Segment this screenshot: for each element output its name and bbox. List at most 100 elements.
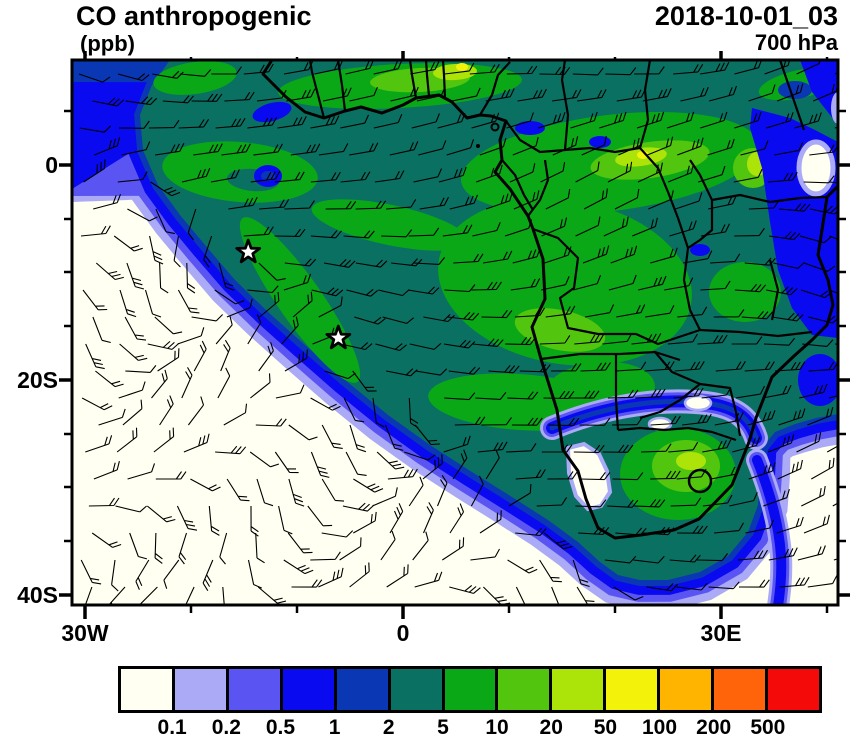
wind-barb <box>576 586 597 605</box>
wind-barb <box>683 250 713 264</box>
wind-barb <box>485 191 513 210</box>
wind-barb <box>829 289 838 295</box>
wind-barb <box>545 305 576 318</box>
wind-barb <box>536 497 568 507</box>
wind-barb <box>796 60 821 75</box>
wind-barb <box>416 87 446 102</box>
country-border <box>617 426 737 442</box>
wind-barb <box>715 361 746 372</box>
wind-barb <box>779 576 810 588</box>
wind-barb <box>191 314 223 322</box>
wind-barb <box>807 406 834 426</box>
country-border <box>638 60 652 149</box>
wind-barb <box>219 532 228 565</box>
wind-barb <box>610 245 638 264</box>
concentration-patch <box>637 151 649 159</box>
wind-barb <box>616 304 646 318</box>
wind-barb <box>471 281 502 291</box>
sa-plume <box>676 452 706 470</box>
wind-barb <box>372 397 385 428</box>
wind-barb <box>607 161 633 183</box>
wind-barb <box>766 112 794 129</box>
wind-barb <box>483 250 513 264</box>
wind-barb <box>680 86 709 102</box>
wind-barb <box>674 361 705 372</box>
wind-barb <box>422 454 443 480</box>
wind-barb <box>707 138 735 156</box>
wind-barb <box>776 516 804 534</box>
wind-barb <box>443 435 471 453</box>
wind-barb <box>150 181 181 197</box>
country-border <box>441 60 447 99</box>
wind-barb <box>832 502 838 507</box>
wind-barb <box>93 460 120 480</box>
wind-barb <box>767 434 795 453</box>
wind-barb <box>550 363 582 372</box>
wind-barb <box>250 505 259 537</box>
wind-barb <box>700 111 728 129</box>
wind-barb <box>505 336 537 346</box>
wind-barb <box>701 386 732 399</box>
wind-barb <box>211 66 242 75</box>
wind-barb <box>220 339 231 372</box>
colorbar-cell <box>228 669 283 710</box>
wind-barb <box>307 505 333 527</box>
colorbar <box>118 666 822 713</box>
wind-barb <box>81 397 113 411</box>
wind-barb <box>323 259 356 268</box>
wind-barb <box>745 519 775 534</box>
wind-barb <box>616 361 647 372</box>
wind-barb <box>667 163 695 183</box>
wind-barb <box>829 181 838 184</box>
wind-barb <box>481 417 512 426</box>
x-axis-label: 30E <box>701 620 742 646</box>
wind-barb <box>644 361 675 372</box>
wind-barb <box>510 278 541 291</box>
wind-barb <box>436 475 448 507</box>
wind-barb <box>173 235 181 268</box>
wind-barb <box>127 208 158 222</box>
wind-barb <box>410 61 440 75</box>
station-marker-star <box>235 238 262 264</box>
wind-barb <box>572 67 604 76</box>
wind-barb <box>92 316 111 344</box>
wind-barb <box>374 170 405 183</box>
colorbar-tick-label: 50 <box>593 716 618 739</box>
wind-barb <box>515 527 547 537</box>
wind-barb <box>257 586 287 604</box>
wind-barb <box>668 441 699 453</box>
wind-barb <box>345 451 367 476</box>
wind-barb <box>650 415 681 426</box>
wind-barb <box>185 586 195 605</box>
wind-barb <box>504 219 533 237</box>
country-border <box>540 350 681 362</box>
wind-barb <box>444 392 476 401</box>
wind-barb <box>423 314 455 323</box>
y-axis-label: 40S <box>17 582 58 608</box>
wind-barb <box>93 194 122 210</box>
wind-barb <box>243 63 274 75</box>
wind-barb <box>775 361 806 372</box>
wind-barb <box>603 216 629 237</box>
wind-barb <box>583 188 608 210</box>
wind-barb <box>573 444 605 453</box>
wind-barb <box>80 225 111 237</box>
wind-barb <box>605 67 637 76</box>
wind-barb <box>807 575 838 588</box>
wind-barb <box>575 216 601 237</box>
wind-barb <box>139 586 158 605</box>
wind-barb <box>159 262 169 294</box>
wind-barb <box>250 373 271 399</box>
wind-barb <box>147 340 180 350</box>
wind-barb <box>579 471 611 481</box>
wind-barb <box>210 169 240 183</box>
concentration-patch <box>252 101 292 123</box>
wind-barb <box>255 418 287 427</box>
wind-barb <box>631 333 662 345</box>
corner-fringe <box>831 92 838 124</box>
wind-barb <box>577 89 607 102</box>
wind-barb <box>777 459 803 480</box>
wind-barb <box>794 112 822 129</box>
wind-barb <box>389 503 404 534</box>
